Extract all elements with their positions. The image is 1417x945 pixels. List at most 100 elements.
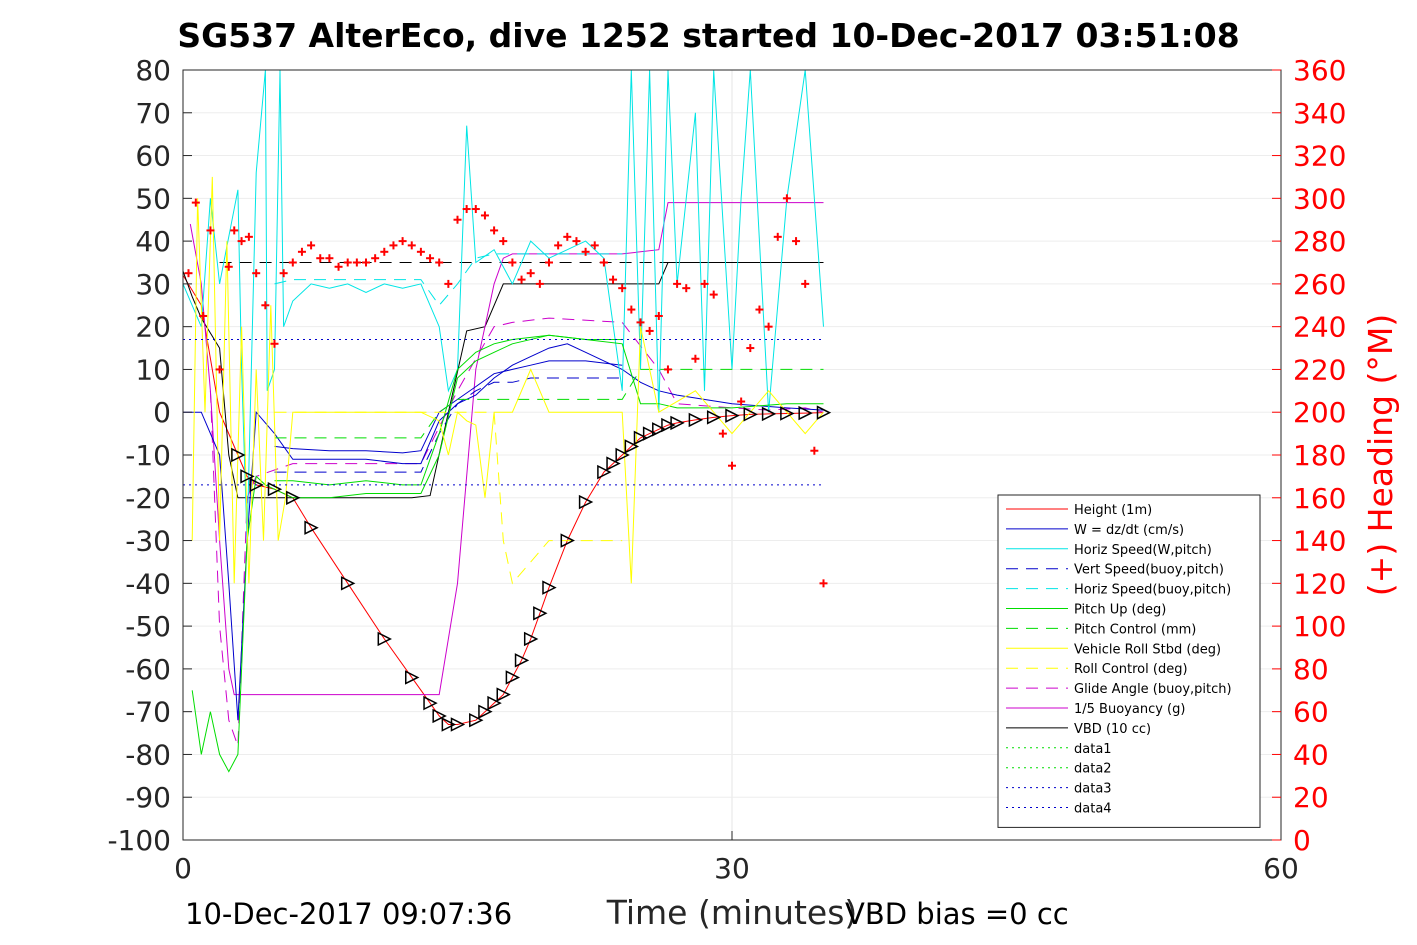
triangle-marker (761, 406, 777, 422)
left-tick-label: -60 (125, 653, 171, 686)
left-tick-label: -30 (125, 525, 171, 558)
heading-marker (288, 258, 297, 267)
x-axis-label: Time (minutes) (606, 893, 858, 932)
right-tick-label: 140 (1293, 525, 1346, 558)
legend-label: Horiz Speed(W,pitch) (1074, 543, 1212, 558)
right-tick-label: 240 (1293, 311, 1346, 344)
heading-marker (184, 269, 193, 278)
x-tick-label: 60 (1263, 852, 1299, 885)
legend-label: VBD (10 cc) (1074, 722, 1151, 737)
heading-marker (237, 237, 246, 246)
left-tick-label: 10 (135, 353, 171, 386)
heading-marker (764, 322, 773, 331)
legend-label: W = dz/dt (cm/s) (1074, 523, 1184, 538)
heading-marker (627, 305, 636, 314)
legend-label: 1/5 Buoyancy (g) (1074, 702, 1185, 717)
heading-marker (700, 279, 709, 288)
triangle-marker (606, 456, 621, 471)
heading-marker (206, 226, 215, 235)
heading-marker (563, 232, 572, 241)
heading-marker (471, 205, 480, 214)
series-glide_angle (209, 317, 824, 747)
heading-markers (184, 194, 828, 588)
series-w_b (274, 360, 623, 454)
right-axis-ticks: 3603403203002802602402202001801601401201… (1272, 54, 1346, 857)
heading-marker (654, 311, 663, 320)
heading-marker (453, 215, 462, 224)
heading-marker (462, 205, 471, 214)
right-tick-label: 340 (1293, 97, 1346, 130)
right-tick-label: 360 (1293, 54, 1346, 87)
triangle-marker (725, 408, 740, 423)
triangle-marker (450, 717, 466, 732)
heading-marker (737, 397, 746, 406)
right-tick-label: 280 (1293, 225, 1346, 258)
left-tick-label: -90 (125, 781, 171, 814)
heading-marker (682, 284, 691, 293)
heading-marker (535, 279, 544, 288)
heading-marker (755, 305, 764, 314)
heading-marker (673, 279, 682, 288)
heading-marker (590, 241, 599, 250)
legend-label: Roll Control (deg) (1074, 662, 1188, 677)
left-tick-label: -10 (125, 439, 171, 472)
triangle-marker (249, 477, 264, 493)
legend-box (997, 494, 1261, 828)
heading-marker (746, 344, 755, 353)
heading-marker (416, 247, 425, 256)
heading-marker (371, 254, 380, 263)
triangle-marker (706, 410, 722, 425)
triangle-marker (533, 606, 548, 621)
heading-marker (792, 237, 801, 246)
heading-marker (325, 254, 334, 263)
triangle-marker (514, 653, 530, 668)
triangle-marker (597, 464, 612, 480)
heading-marker (270, 339, 279, 348)
heading-marker (581, 247, 590, 256)
triangle-marker (377, 631, 392, 647)
right-tick-label: 120 (1293, 567, 1346, 600)
triangle-markers (231, 405, 832, 732)
triangle-marker (423, 695, 438, 711)
heading-marker (352, 258, 361, 267)
triangle-marker (469, 713, 484, 728)
left-tick-label: 30 (135, 268, 171, 301)
heading-marker (572, 237, 581, 246)
series-pitch_up (191, 334, 824, 773)
heading-marker (343, 258, 352, 267)
right-tick-label: 300 (1293, 182, 1346, 215)
heading-marker (480, 211, 489, 220)
heading-marker (728, 461, 736, 470)
legend-label: Pitch Control (mm) (1074, 622, 1196, 637)
heading-marker (819, 579, 828, 588)
left-tick-label: 80 (135, 54, 171, 87)
left-tick-label: -50 (125, 610, 171, 643)
heading-marker (297, 247, 306, 256)
heading-marker (801, 279, 810, 288)
triangle-marker (661, 417, 676, 433)
heading-marker (380, 247, 389, 256)
series-layer (182, 69, 824, 773)
triangle-marker (560, 533, 575, 548)
heading-marker (718, 429, 727, 438)
series-pitch_up_b (274, 334, 623, 486)
triangle-marker (505, 670, 521, 685)
left-tick-label: 50 (135, 182, 171, 215)
heading-marker (407, 241, 416, 250)
heading-marker (224, 262, 233, 271)
legend-label: data1 (1074, 742, 1112, 757)
triangle-marker (642, 426, 658, 441)
series-buoyancy (189, 202, 824, 696)
heading-marker (773, 232, 782, 241)
heading-marker (244, 232, 253, 241)
triangle-marker (340, 576, 356, 591)
triangle-marker (523, 631, 539, 647)
series-vert_speed_buoy (274, 377, 623, 473)
triangle-marker (286, 490, 301, 505)
legend-label: data3 (1074, 782, 1112, 797)
legend-label: Height (1m) (1074, 503, 1152, 518)
heading-marker (499, 237, 508, 246)
x-axis-ticks: 0 30 60 (174, 831, 1299, 885)
right-tick-label: 160 (1293, 482, 1346, 515)
